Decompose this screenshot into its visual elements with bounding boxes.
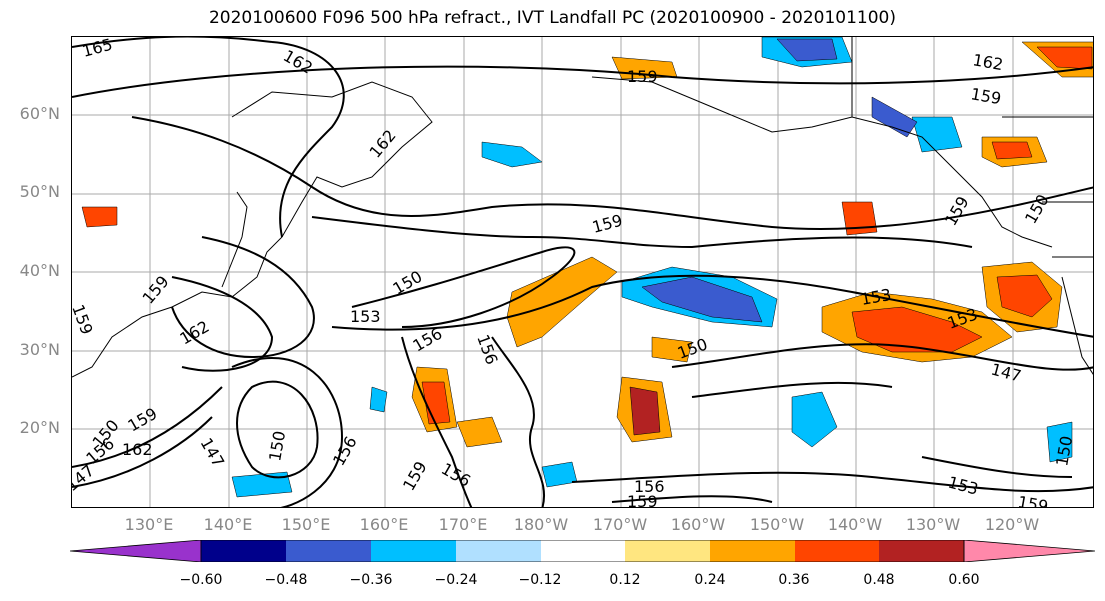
lat-label: 60°N (19, 104, 60, 123)
colorbar-bin (879, 540, 964, 562)
contour-label: 150 (1052, 434, 1076, 467)
colorbar-bin (456, 540, 541, 562)
colorbar-bin (710, 540, 795, 562)
contour-label: 159 (399, 458, 431, 494)
colorbar-bin (625, 540, 710, 562)
lon-label: 130°W (905, 515, 961, 534)
contour-label: 156 (438, 459, 474, 491)
contour-label: 159 (627, 492, 658, 508)
contour-label: 150 (265, 429, 289, 462)
colorbar-tick: 0.48 (863, 572, 895, 588)
colorbar-tick: 0.12 (609, 572, 641, 588)
contour-label: 159 (1016, 492, 1049, 508)
contour-label: 162 (971, 50, 1004, 74)
colorbar-tick: 0.60 (948, 572, 980, 588)
lon-label: 130°E (124, 515, 174, 534)
colorbar-bin (371, 540, 456, 562)
contour-label: 150 (390, 267, 426, 299)
lat-label: 50°N (19, 182, 60, 201)
contour-label: 156 (634, 477, 665, 496)
graticule (72, 37, 1093, 507)
contour-label: 153 (350, 307, 381, 326)
contour-label: 162 (177, 317, 213, 349)
contour-label: 156 (329, 433, 361, 469)
contour-label: 159 (139, 272, 173, 308)
lon-label: 160°W (670, 515, 726, 534)
contour-label: 153 (946, 473, 980, 499)
colorbar (70, 540, 1095, 562)
colorbar-tick: −0.24 (434, 572, 478, 588)
lat-label: 20°N (19, 418, 60, 437)
colorbar-bin (201, 540, 286, 562)
lon-label: 150°W (749, 515, 805, 534)
map-canvas: 165 162 159 159 162 162 159 159 150 150 … (72, 37, 1093, 508)
contour-label: 156 (473, 332, 501, 367)
contour-label: 150 (675, 334, 710, 362)
colorbar-bin (795, 540, 879, 562)
colorbar-tick: −0.60 (179, 572, 223, 588)
refractivity-contours (72, 37, 1093, 507)
colorbar-extend-high (963, 540, 1095, 562)
lon-label: 140°W (827, 515, 883, 534)
colorbar-extend-low (70, 540, 202, 562)
lon-label: 170°W (592, 515, 648, 534)
contour-label: 165 (80, 37, 114, 61)
colorbar-tick: −0.12 (518, 572, 562, 588)
contour-label: 147 (989, 360, 1023, 386)
lat-label: 30°N (19, 340, 60, 359)
contour-label: 159 (125, 404, 161, 436)
contour-label: 159 (969, 84, 1002, 108)
lon-label: 180°W (513, 515, 569, 534)
lon-label: 160°E (359, 515, 409, 534)
contour-label: 162 (366, 126, 400, 162)
colorbar-bin (286, 540, 371, 562)
lat-label: 40°N (19, 261, 60, 280)
lon-label: 150°E (281, 515, 331, 534)
colorbar-tick: −0.48 (264, 572, 308, 588)
colorbar-tick: 0.24 (694, 572, 726, 588)
colorbar-bin (541, 540, 625, 562)
contour-label: 162 (122, 440, 153, 459)
anomaly-shading (81, 37, 1093, 498)
colorbar-tick: 0.36 (778, 572, 810, 588)
contour-label: 153 (72, 37, 103, 41)
contour-label: 159 (941, 193, 973, 229)
map-panel: 165 162 159 159 162 162 159 159 150 150 … (71, 36, 1094, 508)
coastlines (72, 37, 1093, 378)
contour-label: 159 (72, 302, 97, 337)
lon-label: 140°E (203, 515, 253, 534)
lon-label: 170°E (438, 515, 488, 534)
colorbar-tick: −0.36 (349, 572, 393, 588)
contour-label: 159 (590, 211, 624, 237)
map-title: 2020100600 F096 500 hPa refract., IVT La… (208, 8, 896, 28)
contour-label: 147 (197, 435, 229, 471)
contour-label: 150 (1021, 191, 1053, 227)
contour-label: 159 (627, 67, 658, 86)
lon-label: 120°W (984, 515, 1040, 534)
